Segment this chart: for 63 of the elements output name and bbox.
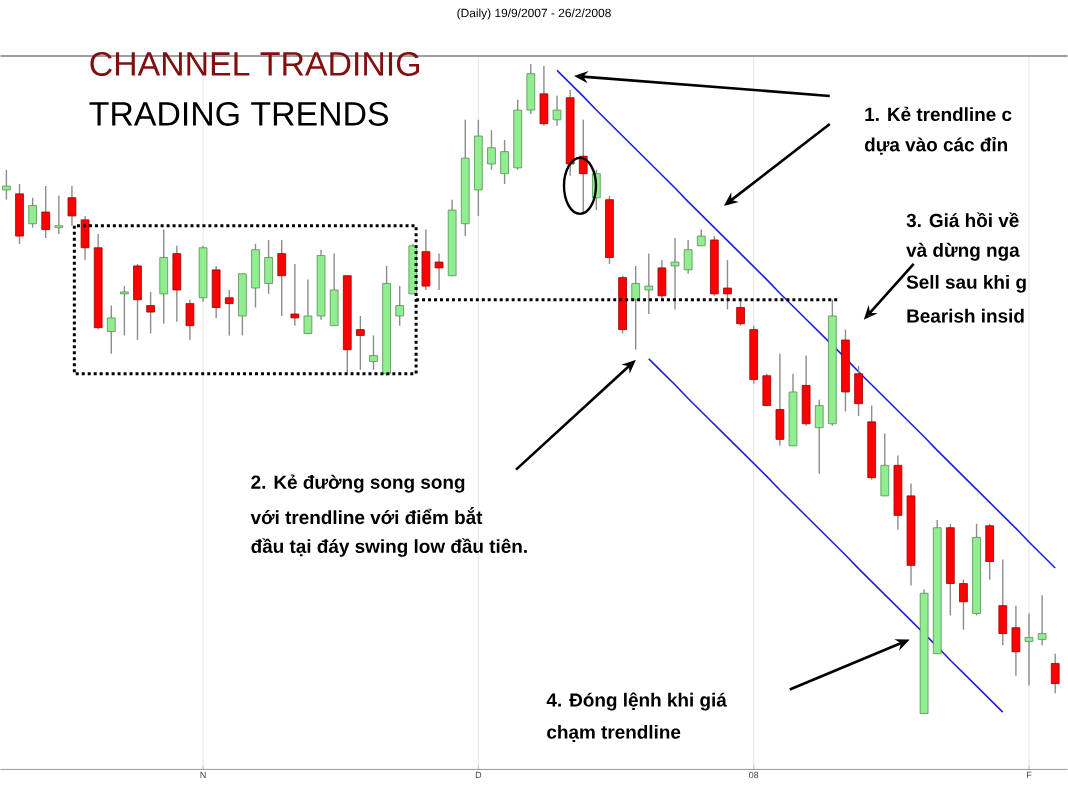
annotation: Bearish insid: [907, 309, 1024, 323]
candlestick: [2, 169, 11, 201]
annotation: với trendline với điểm bắt: [250, 507, 483, 525]
annotation: và dừng nga: [906, 243, 1020, 262]
candlestick: [657, 259, 667, 301]
candlestick: [801, 355, 811, 427]
candlestick: [54, 195, 64, 236]
candlestick: [211, 265, 221, 319]
candlestick: [526, 63, 536, 115]
candlestick: [487, 129, 496, 171]
candlestick: [736, 299, 745, 327]
candlestick: [290, 263, 300, 327]
candlestick: [723, 259, 732, 311]
candlestick: [159, 229, 169, 325]
candlestick: [251, 243, 260, 309]
candlestick: [775, 353, 785, 447]
candlestick: [985, 523, 995, 581]
candlestick: [172, 245, 182, 323]
candlestick: [1037, 594, 1047, 647]
candlestick: [224, 289, 234, 337]
annotation: dựa vào các đỉn: [864, 137, 1008, 155]
annotation: 2. Kẻ đường song song: [251, 474, 465, 493]
candlestick: [1024, 613, 1034, 687]
annotation: Sell sau khi g: [906, 275, 1026, 293]
candlestick: [80, 215, 90, 262]
annotation: 4. Đóng lệnh khi giá: [546, 692, 727, 711]
candlestick: [539, 65, 549, 127]
candlestick: [395, 285, 405, 327]
annotation: 1. Kẻ trendline c: [865, 107, 1012, 122]
candlestick: [185, 299, 195, 341]
candlestick: [238, 273, 247, 337]
candlestick: [106, 305, 116, 355]
candlestick: [264, 239, 273, 295]
candlestick: [146, 291, 155, 335]
annotation: đầu tại đáy swing low đầu tiên.: [251, 538, 527, 558]
candlestick: [500, 139, 509, 186]
text: chạm trendline: [547, 725, 681, 743]
candlestick: [854, 365, 863, 417]
candlestick: [1011, 605, 1021, 677]
candlestick: [329, 253, 339, 327]
candlestick: [998, 559, 1008, 647]
candlestick: [369, 335, 378, 371]
chart-title: CHANNEL TRADINIG: [90, 52, 420, 77]
text: TRADING TRENDS: [89, 102, 389, 127]
candlestick: [631, 265, 641, 351]
candlestick: [15, 183, 24, 245]
candlestick: [959, 579, 968, 631]
candlestick: [1050, 653, 1060, 695]
candlestick: [670, 237, 680, 311]
candlestick: [120, 285, 129, 337]
candlestick: [67, 185, 77, 227]
annotation: 3. Giá hồi về: [906, 212, 1019, 228]
candlestick: [356, 315, 365, 371]
candlestick: [644, 253, 654, 315]
candlestick: [133, 263, 142, 341]
candlestick: [277, 239, 287, 317]
candlestick: [552, 95, 562, 127]
candlestick: [814, 399, 824, 475]
candlestick: [762, 373, 772, 407]
candlestick: [28, 197, 37, 229]
candlestick: [880, 433, 890, 497]
candlestick: [41, 185, 51, 239]
candlestick: [683, 239, 693, 275]
